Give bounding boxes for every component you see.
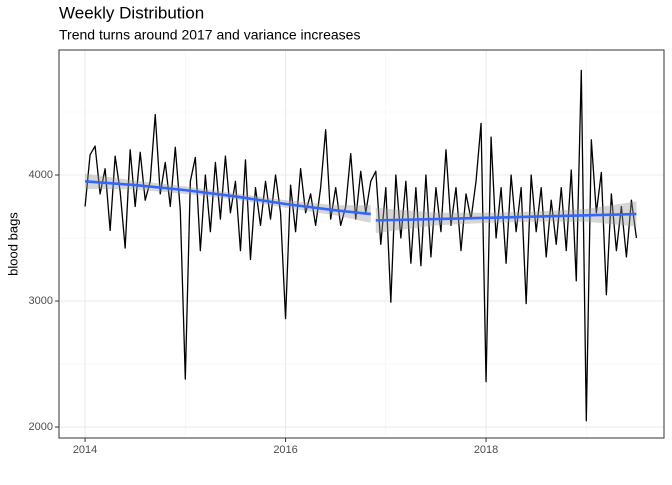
- data-line: [84, 69, 638, 422]
- panel: [59, 50, 664, 438]
- x-tick-label: 2018: [474, 444, 498, 456]
- y-tick-label: 3000: [29, 295, 53, 307]
- chart-title: Weekly Distribution: [59, 3, 204, 22]
- y-tick-label: 4000: [29, 169, 53, 181]
- y-tick-label: 2000: [29, 421, 53, 433]
- trend-line: [84, 180, 371, 216]
- trend-line: [375, 212, 637, 222]
- y-axis-title: blood bags: [5, 212, 20, 276]
- panel-border: [58, 49, 665, 439]
- x-tick-label: 2014: [73, 444, 97, 456]
- chart-subtitle: Trend turns around 2017 and variance inc…: [59, 27, 360, 43]
- x-tick-label: 2016: [273, 444, 297, 456]
